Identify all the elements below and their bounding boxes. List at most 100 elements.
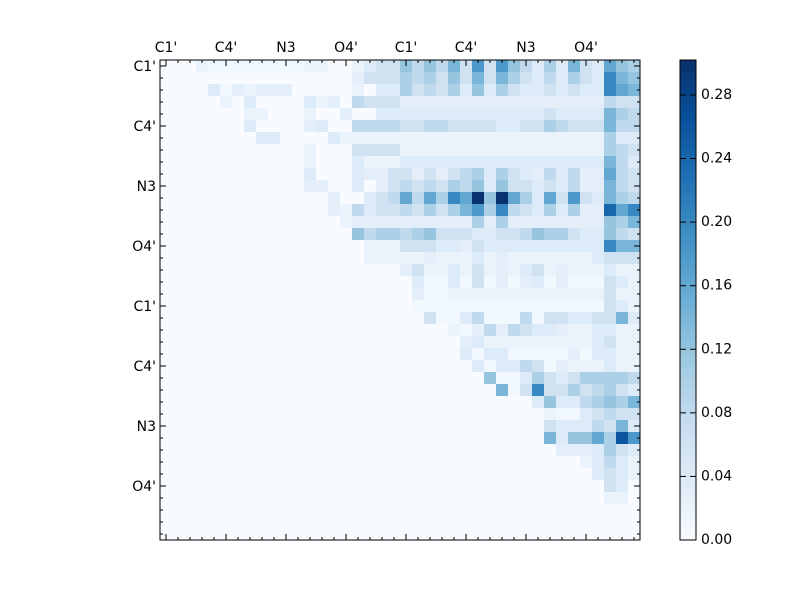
heatmap-cell xyxy=(472,324,485,337)
heatmap-cell xyxy=(568,192,581,205)
heatmap-cell xyxy=(388,240,401,253)
heatmap-cell xyxy=(208,132,221,145)
heatmap-cell xyxy=(388,132,401,145)
heatmap-cell xyxy=(316,276,329,289)
heatmap-cell xyxy=(328,420,341,433)
heatmap-cell xyxy=(220,432,233,445)
heatmap-cell xyxy=(496,156,509,169)
heatmap-cell xyxy=(424,288,437,301)
heatmap-cell xyxy=(340,192,353,205)
heatmap-cell xyxy=(556,60,569,73)
heatmap-cell xyxy=(328,312,341,325)
heatmap-cells xyxy=(160,60,641,541)
heatmap-cell xyxy=(208,72,221,85)
heatmap-cell xyxy=(448,348,461,361)
heatmap-cell xyxy=(400,456,413,469)
heatmap-cell xyxy=(400,444,413,457)
heatmap-cell xyxy=(436,96,449,109)
heatmap-cell xyxy=(532,276,545,289)
heatmap-cell xyxy=(424,228,437,241)
heatmap-cell xyxy=(268,228,281,241)
heatmap-cell xyxy=(400,84,413,97)
heatmap-cell xyxy=(268,336,281,349)
heatmap-cell xyxy=(460,240,473,253)
heatmap-cell xyxy=(232,288,245,301)
heatmap-cell xyxy=(580,312,593,325)
heatmap-cell xyxy=(256,492,269,505)
heatmap-cell xyxy=(196,60,209,73)
heatmap-cell xyxy=(364,516,377,529)
heatmap-cell xyxy=(340,396,353,409)
heatmap-cell xyxy=(556,84,569,97)
heatmap-cell xyxy=(256,408,269,421)
heatmap-cell xyxy=(208,252,221,265)
heatmap-cell xyxy=(220,60,233,73)
heatmap-cell xyxy=(616,264,629,277)
heatmap-cell xyxy=(364,192,377,205)
y-tick-label: N3 xyxy=(137,419,156,435)
heatmap-cell xyxy=(220,420,233,433)
heatmap-cell xyxy=(244,456,257,469)
heatmap-cell xyxy=(208,420,221,433)
heatmap-cell xyxy=(400,228,413,241)
heatmap-cell xyxy=(568,132,581,145)
heatmap-cell xyxy=(508,300,521,313)
heatmap-cell xyxy=(172,396,185,409)
heatmap-cell xyxy=(340,420,353,433)
heatmap-cell xyxy=(568,120,581,133)
heatmap-cell xyxy=(376,444,389,457)
heatmap-cell xyxy=(400,240,413,253)
heatmap-cell xyxy=(580,96,593,109)
heatmap-cell xyxy=(220,396,233,409)
heatmap-cell xyxy=(580,60,593,73)
heatmap-cell xyxy=(184,156,197,169)
heatmap-cell xyxy=(592,372,605,385)
heatmap-cell xyxy=(172,264,185,277)
heatmap-cell xyxy=(424,504,437,517)
heatmap-cell xyxy=(556,156,569,169)
heatmap-cell xyxy=(556,372,569,385)
heatmap-cell xyxy=(556,360,569,373)
heatmap-cell xyxy=(616,240,629,253)
heatmap-cell xyxy=(328,348,341,361)
heatmap-cell xyxy=(412,252,425,265)
heatmap-cell xyxy=(556,432,569,445)
heatmap-cell xyxy=(436,72,449,85)
heatmap-cell xyxy=(172,144,185,157)
heatmap-cell xyxy=(616,300,629,313)
heatmap-cell xyxy=(496,276,509,289)
heatmap-cell xyxy=(496,240,509,253)
heatmap-cell xyxy=(616,408,629,421)
heatmap-cell xyxy=(544,480,557,493)
heatmap-cell xyxy=(184,408,197,421)
heatmap-cell xyxy=(340,336,353,349)
heatmap-cell xyxy=(556,180,569,193)
heatmap-cell xyxy=(256,240,269,253)
heatmap-cell xyxy=(448,60,461,73)
heatmap-cell xyxy=(244,492,257,505)
heatmap-cell xyxy=(316,108,329,121)
heatmap-cell xyxy=(484,228,497,241)
heatmap-cell xyxy=(604,384,617,397)
heatmap-cell xyxy=(160,156,173,169)
heatmap-cell xyxy=(244,108,257,121)
heatmap-cell xyxy=(568,432,581,445)
heatmap-cell xyxy=(484,384,497,397)
heatmap-cell xyxy=(508,108,521,121)
heatmap-cell xyxy=(460,108,473,121)
heatmap-cell xyxy=(376,180,389,193)
heatmap-cell xyxy=(208,432,221,445)
heatmap-cell xyxy=(532,336,545,349)
heatmap-cell xyxy=(412,300,425,313)
heatmap-cell xyxy=(532,108,545,121)
heatmap-cell xyxy=(400,216,413,229)
heatmap-cell xyxy=(532,264,545,277)
heatmap-cell xyxy=(292,192,305,205)
heatmap-cell xyxy=(364,240,377,253)
heatmap-cell xyxy=(292,336,305,349)
heatmap-cell xyxy=(352,336,365,349)
heatmap-cell xyxy=(604,492,617,505)
heatmap-cell xyxy=(364,420,377,433)
heatmap-cell xyxy=(472,360,485,373)
heatmap-cell xyxy=(172,300,185,313)
